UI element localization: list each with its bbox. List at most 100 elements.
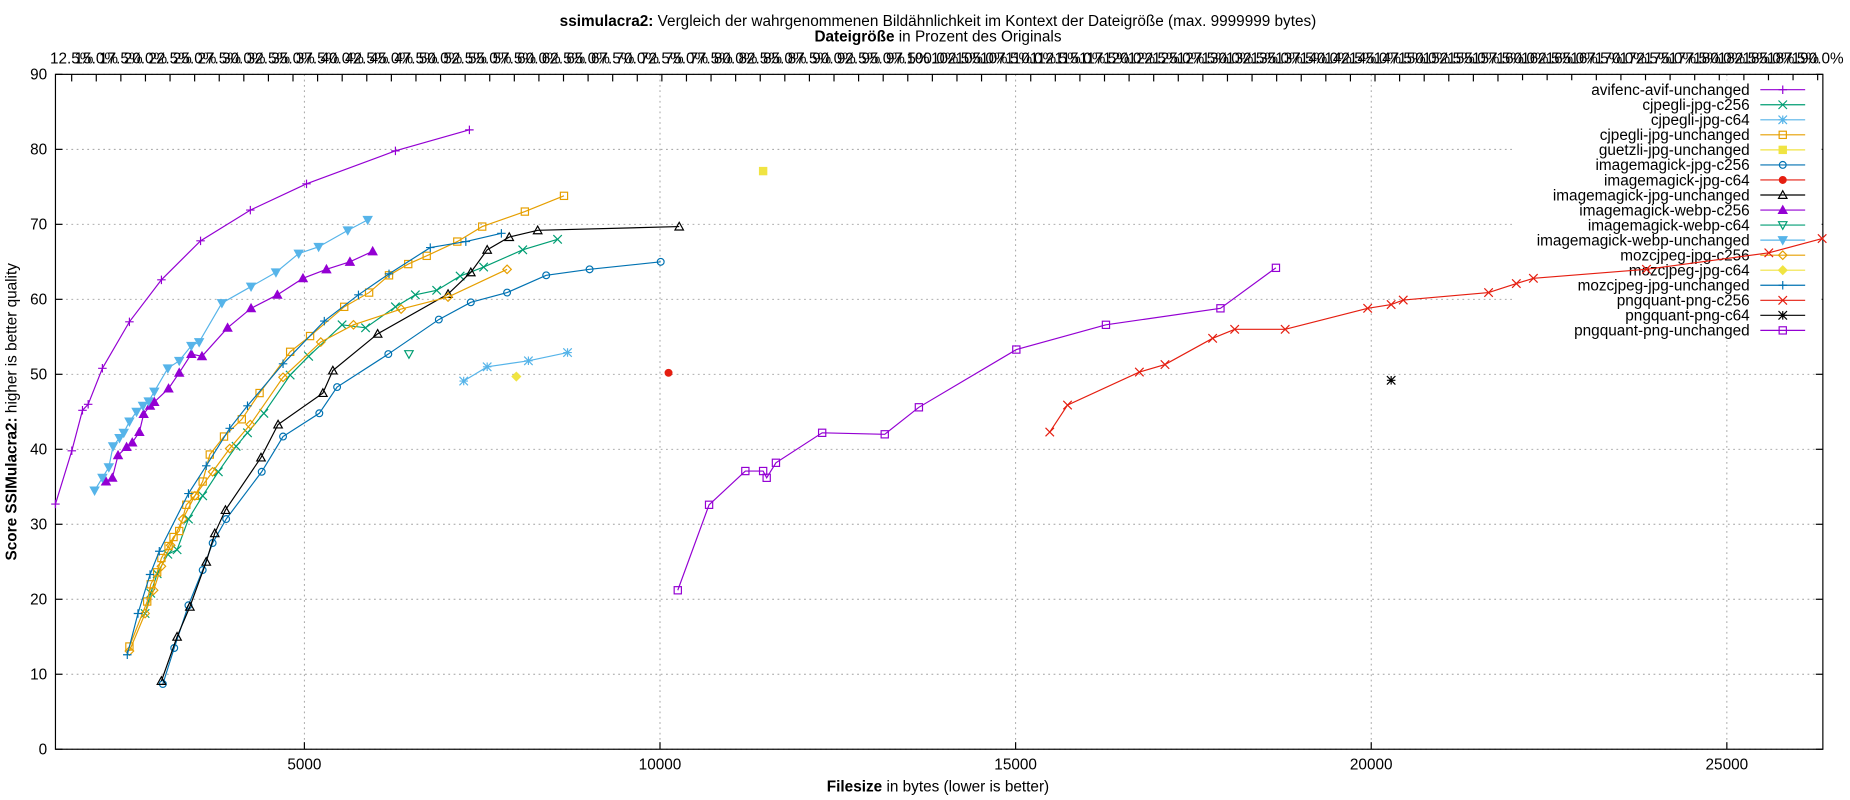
legend-label: pngquant-png-c256 bbox=[1617, 293, 1750, 310]
x2-tick-label: 157.5% bbox=[1472, 51, 1524, 68]
data-point bbox=[1386, 375, 1396, 385]
data-point bbox=[585, 265, 594, 274]
data-point bbox=[198, 566, 207, 575]
data-point bbox=[165, 540, 176, 551]
x2-tick-label: 85.0% bbox=[763, 51, 807, 68]
x-title-bold: Filesize bbox=[827, 779, 882, 796]
data-point bbox=[201, 461, 211, 471]
x2-tick-label: 12.5% bbox=[50, 51, 94, 68]
data-point bbox=[348, 319, 359, 330]
data-point bbox=[327, 365, 339, 375]
data-point bbox=[89, 486, 100, 496]
data-point bbox=[434, 315, 443, 324]
x2-tick-label: 172.5% bbox=[1620, 51, 1672, 68]
data-point bbox=[245, 302, 257, 313]
x2-tick-label: 122.5% bbox=[1128, 51, 1180, 68]
legend-marker bbox=[1778, 85, 1787, 94]
legend-marker bbox=[1777, 250, 1788, 261]
data-point bbox=[255, 452, 267, 462]
data-point bbox=[67, 446, 77, 456]
data-point bbox=[333, 383, 342, 392]
chart-title: ssimulacra2: Vergleich der wahrgenommene… bbox=[560, 13, 1317, 30]
legend-label: guetzli-jpg-unchanged bbox=[1599, 142, 1750, 159]
x2-tick-label: 130.0% bbox=[1201, 51, 1253, 68]
y-tick-label: 60 bbox=[30, 292, 47, 309]
series-line bbox=[162, 261, 661, 685]
data-point bbox=[673, 586, 682, 595]
x2-tick-label: 167.5% bbox=[1570, 51, 1622, 68]
legend-label: imagemagick-webp-c256 bbox=[1579, 202, 1749, 219]
legend-marker bbox=[1778, 175, 1787, 184]
x2-tick-label: 180.0% bbox=[1693, 51, 1745, 68]
x-title-text: in bytes (lower is better) bbox=[882, 779, 1049, 796]
legend-label: imagemagick-webp-unchanged bbox=[1537, 232, 1750, 249]
data-point bbox=[315, 336, 326, 348]
data-point bbox=[302, 179, 311, 189]
y-title-text: higher is better quality bbox=[4, 263, 21, 418]
legend-marker bbox=[1777, 265, 1788, 276]
data-point bbox=[1160, 359, 1170, 370]
x2-tick-label: 80.0% bbox=[714, 51, 758, 68]
data-point bbox=[112, 449, 124, 460]
series-line bbox=[463, 351, 568, 382]
legend-label: pngquant-png-unchanged bbox=[1574, 323, 1750, 340]
data-point bbox=[189, 490, 200, 501]
y-tick-label: 20 bbox=[30, 592, 47, 609]
data-point bbox=[1398, 295, 1408, 305]
data-point bbox=[127, 437, 138, 447]
data-point bbox=[137, 401, 149, 412]
x2-tick-label: 57.5% bbox=[493, 51, 537, 68]
data-point bbox=[216, 299, 228, 309]
data-point bbox=[305, 331, 315, 341]
data-point bbox=[121, 441, 132, 452]
data-point bbox=[758, 166, 768, 176]
data-point bbox=[432, 285, 442, 295]
data-point bbox=[118, 428, 129, 439]
data-point bbox=[155, 547, 164, 556]
x2-tick-label: 92.5% bbox=[837, 51, 881, 68]
data-point bbox=[156, 675, 167, 685]
data-point bbox=[403, 350, 415, 360]
data-point bbox=[183, 514, 194, 524]
series-line bbox=[1049, 238, 1823, 433]
x2-tick-label: 25.0% bbox=[173, 51, 217, 68]
x2-tick-label: 47.5% bbox=[394, 51, 438, 68]
data-point bbox=[1045, 427, 1055, 437]
data-point bbox=[184, 489, 193, 498]
data-point bbox=[245, 419, 256, 430]
data-point bbox=[172, 545, 182, 555]
x2-tick-label: 42.5% bbox=[345, 51, 389, 68]
data-point bbox=[277, 372, 289, 383]
x2-tick-label: 112.5% bbox=[1030, 51, 1081, 68]
x2-tick-label: 107.5% bbox=[980, 51, 1032, 68]
legend-label: imagemagick-jpg-unchanged bbox=[1553, 187, 1750, 204]
data-point bbox=[157, 275, 166, 285]
data-point bbox=[880, 430, 889, 439]
x2-tick-label: 97.5% bbox=[886, 51, 930, 68]
data-point bbox=[237, 415, 246, 424]
x2-tick-label: 45.0% bbox=[370, 51, 414, 68]
x2-tick-label: 155.0% bbox=[1447, 51, 1499, 68]
data-point bbox=[367, 245, 378, 256]
data-point bbox=[196, 350, 208, 361]
x2-tick-label: 27.5% bbox=[197, 51, 241, 68]
title-bold: ssimulacra2: bbox=[560, 13, 654, 30]
x2-tick-label: 30.0% bbox=[222, 51, 266, 68]
data-point bbox=[124, 417, 135, 428]
data-point bbox=[243, 401, 252, 411]
data-point bbox=[184, 601, 196, 611]
data-point bbox=[459, 376, 469, 386]
x2-title-bold: Dateigröße bbox=[814, 28, 894, 45]
data-point bbox=[293, 249, 304, 260]
x2-tick-label: 37.5% bbox=[296, 51, 340, 68]
data-point bbox=[83, 400, 93, 409]
x2-tick-label: 165.0% bbox=[1546, 51, 1598, 68]
x2-tick-label: 62.5% bbox=[542, 51, 586, 68]
data-point bbox=[198, 491, 208, 501]
data-point bbox=[133, 609, 143, 618]
x2-tick-label: 72.5% bbox=[640, 51, 684, 68]
data-point bbox=[303, 351, 314, 361]
data-point bbox=[1134, 367, 1145, 377]
x2-tick-label: 22.5% bbox=[148, 51, 192, 68]
data-point bbox=[502, 264, 513, 275]
